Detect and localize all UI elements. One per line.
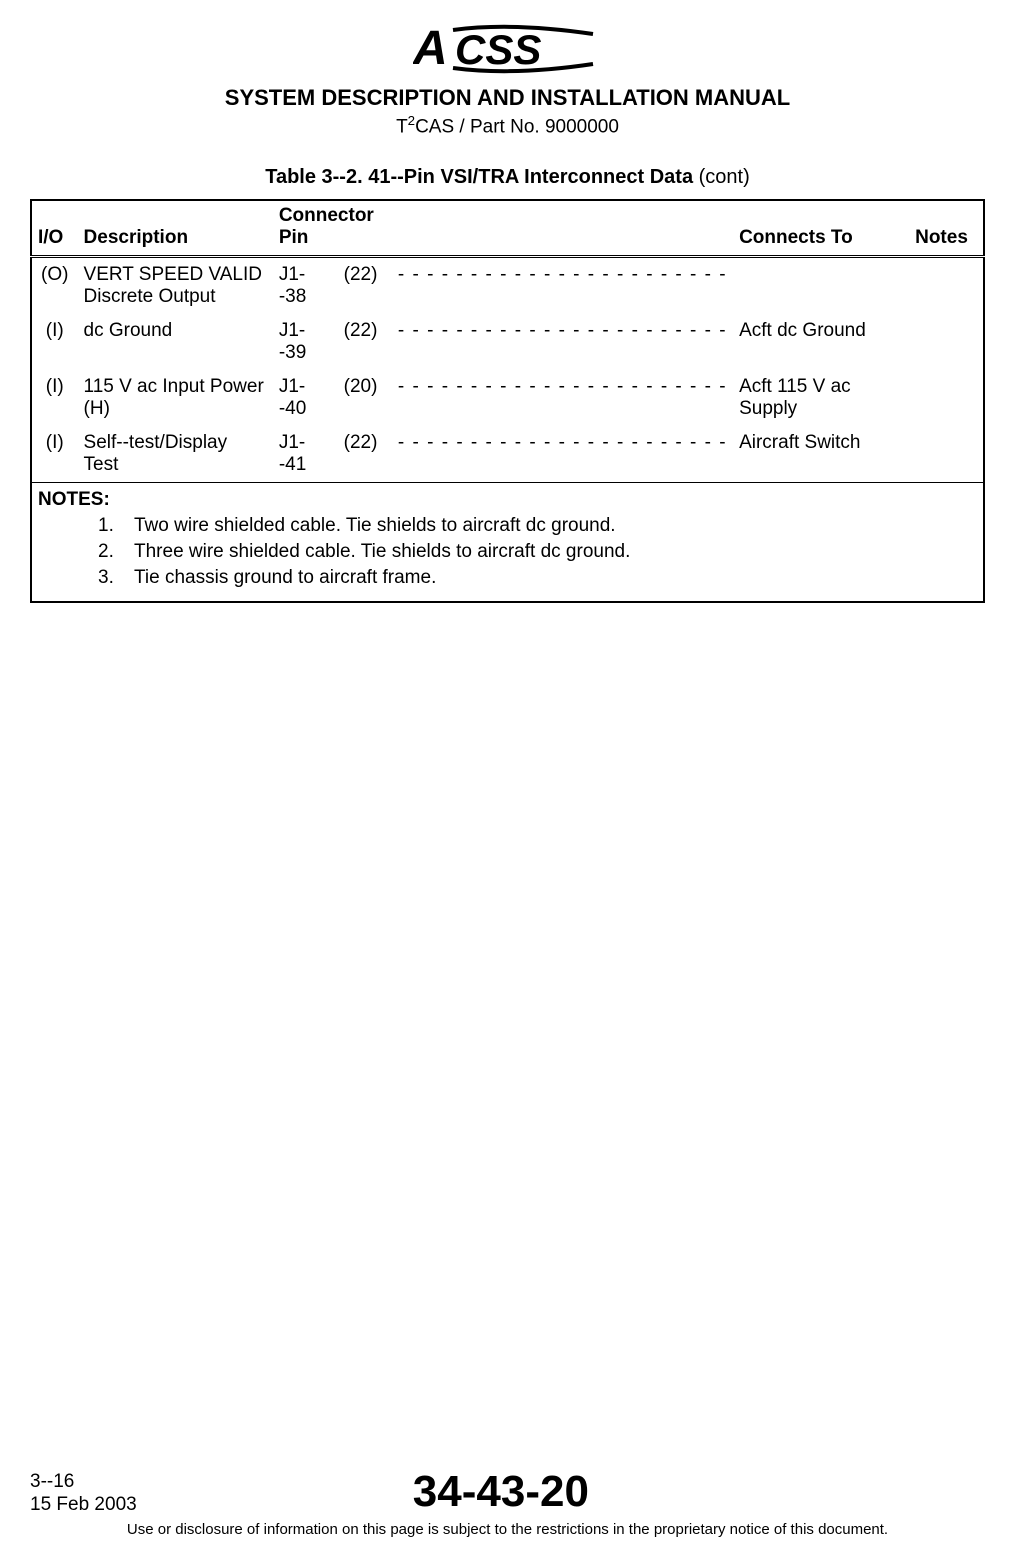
doc-title: SYSTEM DESCRIPTION AND INSTALLATION MANU… — [30, 85, 985, 111]
table-row: (O) VERT SPEED VALID Discrete Output J1-… — [31, 257, 984, 315]
note-text: Two wire shielded cable. Tie shields to … — [134, 515, 616, 537]
th-description: Description — [78, 200, 273, 257]
caption-bold: Table 3--2. 41--Pin VSI/TRA Interconnect… — [265, 166, 693, 188]
footer-date: 15 Feb 2003 — [30, 1493, 137, 1517]
table-row: (I) dc Ground J1--39 (22) - - - - - - - … — [31, 314, 984, 370]
part-rest: CAS / Part No. 9000000 — [415, 116, 619, 137]
cell-io: (O) — [31, 257, 78, 315]
header-row: I/O Description Connector Pin Connects T… — [31, 200, 984, 257]
footer-disclaimer: Use or disclosure of information on this… — [30, 1521, 985, 1538]
cell-dashes: - - - - - - - - - - - - - - - - - - - - … — [392, 370, 733, 426]
page-section: 3--16 — [30, 1470, 137, 1494]
cell-notes — [909, 370, 984, 426]
cell-io: (I) — [31, 314, 78, 370]
cell-io: (I) — [31, 426, 78, 483]
note-item: 3. Tie chassis ground to aircraft frame. — [98, 565, 977, 591]
th-connects-to: Connects To — [733, 200, 909, 257]
notes-cell: NOTES: 1. Two wire shielded cable. Tie s… — [31, 483, 984, 603]
cell-dashes: - - - - - - - - - - - - - - - - - - - - … — [392, 257, 733, 315]
caption-cont: (cont) — [693, 166, 750, 188]
note-num: 2. — [98, 541, 134, 563]
svg-text:A: A — [413, 24, 448, 74]
table-body: (O) VERT SPEED VALID Discrete Output J1-… — [31, 257, 984, 603]
cell-pin2: (22) — [338, 426, 392, 483]
cell-description: 115 V ac Input Power (H) — [78, 370, 273, 426]
th-connector: Connector — [279, 205, 374, 226]
table-row: (I) Self--test/Display Test J1--41 (22) … — [31, 426, 984, 483]
th-connector-pin: Connector Pin — [273, 200, 392, 257]
cell-dashes: - - - - - - - - - - - - - - - - - - - - … — [392, 426, 733, 483]
doc-code: 34-43-20 — [137, 1467, 865, 1517]
cell-pin2: (20) — [338, 370, 392, 426]
cell-pin1: J1--41 — [273, 426, 338, 483]
table-row: (I) 115 V ac Input Power (H) J1--40 (20)… — [31, 370, 984, 426]
th-pin: Pin — [279, 227, 309, 248]
logo-wrap: A CSS — [30, 24, 985, 79]
part-number-line: T2CAS / Part No. 9000000 — [30, 113, 985, 138]
notes-list: 1. Two wire shielded cable. Tie shields … — [38, 513, 977, 591]
cell-connects-to — [733, 257, 909, 315]
cell-notes — [909, 314, 984, 370]
footer-left: 3--16 15 Feb 2003 — [30, 1470, 137, 1518]
footer-row: 3--16 15 Feb 2003 34-43-20 — [30, 1467, 985, 1517]
cell-pin1: J1--39 — [273, 314, 338, 370]
th-notes: Notes — [909, 200, 984, 257]
cell-pin2: (22) — [338, 257, 392, 315]
cell-connects-to: Acft dc Ground — [733, 314, 909, 370]
cell-io: (I) — [31, 370, 78, 426]
cell-notes — [909, 257, 984, 315]
notes-row: NOTES: 1. Two wire shielded cable. Tie s… — [31, 483, 984, 603]
cell-connects-to: Aircraft Switch — [733, 426, 909, 483]
interconnect-table: I/O Description Connector Pin Connects T… — [30, 199, 985, 603]
note-num: 1. — [98, 515, 134, 537]
page: A CSS SYSTEM DESCRIPTION AND INSTALLATIO… — [0, 0, 1015, 1556]
svg-text:CSS: CSS — [455, 26, 541, 73]
note-text: Tie chassis ground to aircraft frame. — [134, 567, 436, 589]
note-item: 2. Three wire shielded cable. Tie shield… — [98, 539, 977, 565]
cell-notes — [909, 426, 984, 483]
th-io: I/O — [31, 200, 78, 257]
page-footer: 3--16 15 Feb 2003 34-43-20 Use or disclo… — [30, 1467, 985, 1538]
part-sup: 2 — [408, 113, 415, 128]
cell-description: dc Ground — [78, 314, 273, 370]
cell-pin1: J1--40 — [273, 370, 338, 426]
cell-connects-to: Acft 115 V ac Supply — [733, 370, 909, 426]
cell-pin2: (22) — [338, 314, 392, 370]
cell-description: VERT SPEED VALID Discrete Output — [78, 257, 273, 315]
cell-pin1: J1--38 — [273, 257, 338, 315]
note-item: 1. Two wire shielded cable. Tie shields … — [98, 513, 977, 539]
cell-description: Self--test/Display Test — [78, 426, 273, 483]
part-prefix: T — [396, 116, 408, 137]
acss-logo: A CSS — [413, 24, 603, 74]
note-text: Three wire shielded cable. Tie shields t… — [134, 541, 630, 563]
th-blank — [392, 200, 733, 257]
notes-label: NOTES: — [38, 489, 977, 511]
table-head: I/O Description Connector Pin Connects T… — [31, 200, 984, 257]
note-num: 3. — [98, 567, 134, 589]
table-caption: Table 3--2. 41--Pin VSI/TRA Interconnect… — [30, 166, 985, 189]
cell-dashes: - - - - - - - - - - - - - - - - - - - - … — [392, 314, 733, 370]
